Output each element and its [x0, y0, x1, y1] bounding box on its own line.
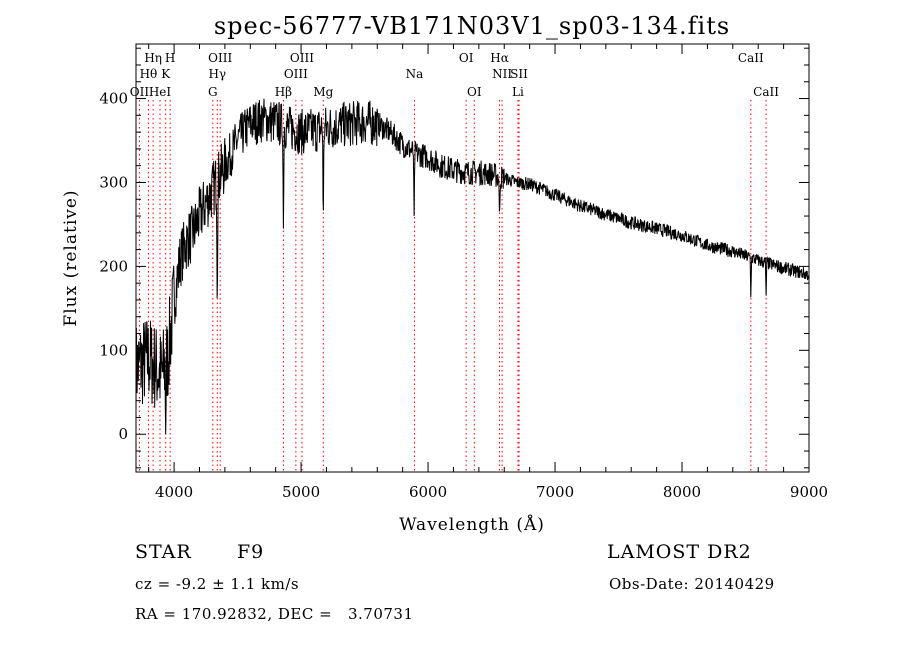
line-label: Hθ	[140, 67, 158, 81]
y-tick-label: 100	[99, 341, 128, 359]
y-axis-label: Flux (relative)	[61, 189, 81, 326]
x-tick-label: 5000	[282, 483, 320, 501]
x-tick-label: 8000	[663, 483, 701, 501]
chart-title: spec-56777-VB171N03V1_sp03-134.fits	[214, 12, 730, 40]
line-label: Hγ	[208, 67, 226, 81]
plot-frame	[135, 43, 810, 473]
x-tick-label: 4000	[155, 483, 193, 501]
line-label: Hα	[490, 51, 509, 65]
line-label: Hβ	[275, 85, 292, 99]
line-label: OIII	[284, 67, 308, 81]
redshift-cz: cz = -9.2 ± 1.1 km/s	[135, 575, 300, 593]
line-label: H	[165, 51, 175, 65]
line-label: Mg	[313, 85, 333, 99]
spectrum-line	[135, 98, 810, 435]
y-tick-label: 200	[99, 257, 128, 275]
spectral-line-markers	[138, 100, 767, 472]
line-label: OIII	[290, 51, 314, 65]
survey-release: LAMOST DR2	[607, 541, 752, 563]
line-label: K	[161, 67, 171, 81]
line-label: NII	[492, 67, 512, 81]
y-tick-label: 400	[99, 90, 128, 108]
object-type: STAR	[135, 541, 192, 563]
spectral-subclass: F9	[237, 541, 265, 563]
y-tick-label: 300	[99, 173, 128, 191]
y-axis-ticks: 0 100 200 300 400	[99, 47, 809, 469]
x-tick-label: 9000	[790, 483, 828, 501]
line-label: CaII	[753, 85, 779, 99]
line-label: Na	[406, 67, 424, 81]
line-label: G	[208, 85, 218, 99]
x-tick-label: 7000	[536, 483, 574, 501]
x-tick-label: 6000	[409, 483, 447, 501]
line-label: OI	[467, 85, 482, 99]
line-label: OI	[459, 51, 474, 65]
observation-date: Obs-Date: 20140429	[609, 575, 775, 593]
y-tick-label: 0	[118, 425, 128, 443]
x-axis-ticks: 4000 5000 6000 7000 8000 9000	[148, 44, 828, 501]
line-label: CaII	[738, 51, 764, 65]
line-label: OII	[130, 85, 150, 99]
spectral-line-labels: OII Hθ Hη HeI KH G Hγ OIII Hβ OIII OIII Mg Na OI OI Hα N…	[130, 51, 779, 99]
line-label: Li	[512, 85, 524, 99]
line-label: SII	[510, 67, 528, 81]
line-label: OIII	[208, 51, 232, 65]
coordinates: RA = 170.92832, DEC = 3.70731	[135, 605, 414, 623]
line-label: HeI	[149, 85, 172, 99]
x-axis-label: Wavelength (Å)	[399, 514, 545, 535]
line-label: Hη	[144, 51, 162, 65]
